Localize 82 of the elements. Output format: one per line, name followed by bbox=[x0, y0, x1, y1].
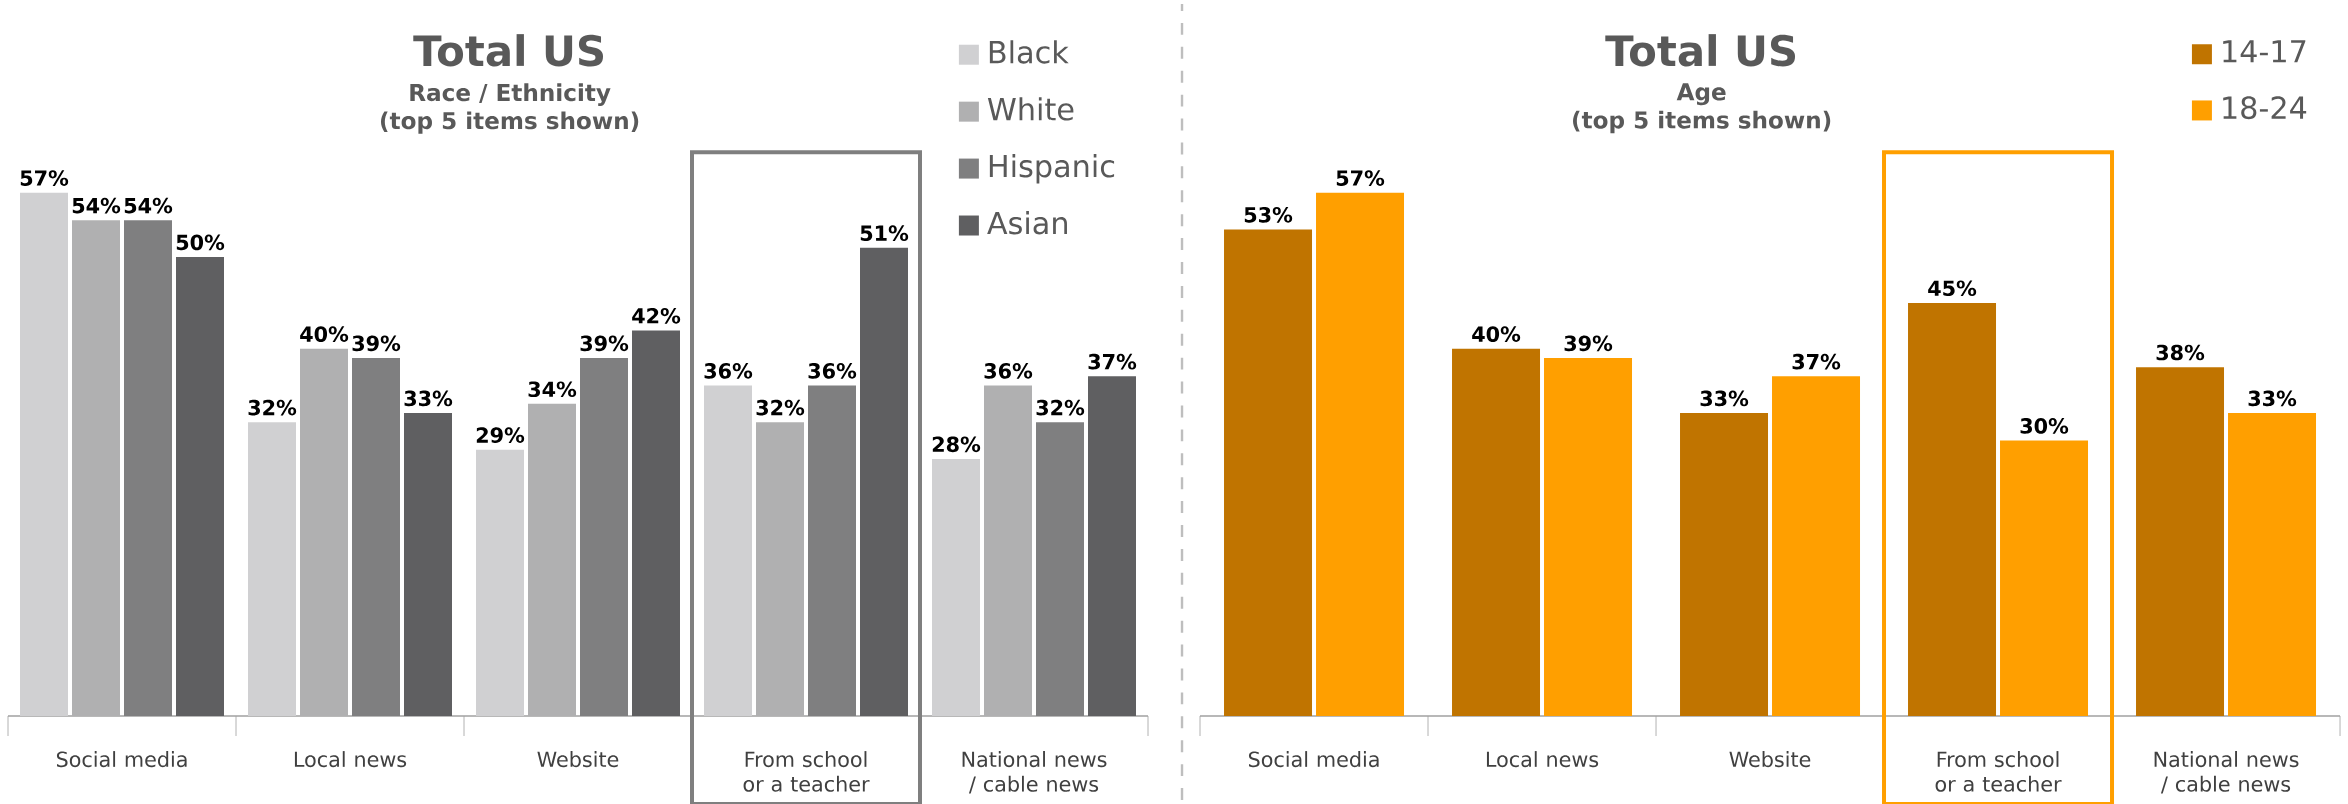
text: (top 5 items shown) bbox=[1573, 110, 1831, 134]
bar bbox=[352, 357, 400, 716]
legend-label: 14-17 bbox=[2223, 40, 2306, 63]
data-label: 57% bbox=[1336, 170, 1385, 186]
bar bbox=[860, 247, 908, 716]
legend-label: 18-24 bbox=[2223, 96, 2307, 120]
chart-subtitle: Race / Ethnicity bbox=[410, 83, 611, 106]
data-label: 32% bbox=[1036, 399, 1085, 416]
bar bbox=[2000, 440, 2089, 716]
data-label: 50% bbox=[176, 234, 225, 251]
data-label: 34% bbox=[528, 381, 577, 398]
data-label: 54% bbox=[72, 197, 121, 214]
data-label: 32% bbox=[248, 399, 297, 416]
x-tick-label: National news / cable news bbox=[962, 751, 1107, 794]
legend-label: Black bbox=[989, 40, 1069, 64]
data-label: 40% bbox=[1472, 326, 1521, 342]
chart-title: Total US bbox=[1605, 34, 1796, 67]
data-label: 36% bbox=[704, 363, 753, 379]
bar bbox=[300, 348, 348, 716]
bar bbox=[124, 220, 172, 716]
data-label: 37% bbox=[1792, 353, 1841, 370]
data-label: 30% bbox=[2020, 418, 2069, 434]
data-label: 39% bbox=[580, 335, 629, 352]
chart-subtitle: Age bbox=[1676, 83, 1726, 106]
data-label: 33% bbox=[2248, 390, 2297, 407]
legend-label: White bbox=[987, 97, 1074, 121]
bar bbox=[1088, 376, 1136, 716]
bar bbox=[20, 192, 68, 716]
data-label: 42% bbox=[632, 307, 681, 324]
data-label: 29% bbox=[476, 427, 525, 443]
bar bbox=[632, 330, 680, 716]
legend-label: Asian bbox=[987, 211, 1067, 235]
legend-label: Hispanic bbox=[989, 154, 1115, 184]
bar bbox=[72, 220, 120, 716]
data-label: 28% bbox=[932, 436, 981, 453]
data-label: 36% bbox=[984, 363, 1033, 379]
bar bbox=[932, 458, 980, 716]
bar bbox=[580, 357, 628, 716]
data-label: 51% bbox=[860, 225, 909, 241]
data-label: 54% bbox=[124, 197, 173, 214]
data-label: 36% bbox=[808, 363, 857, 379]
x-tick-label: Social media bbox=[1248, 751, 1379, 768]
data-label: 45% bbox=[1928, 280, 1977, 297]
data-label: 39% bbox=[352, 335, 401, 352]
bar bbox=[248, 422, 296, 716]
x-tick-label: Website bbox=[537, 751, 619, 768]
x-tick-label: From school or a teacher bbox=[743, 751, 870, 792]
data-label: 38% bbox=[2156, 344, 2205, 361]
bar bbox=[404, 413, 452, 716]
data-label: 37% bbox=[1088, 353, 1137, 370]
bar bbox=[808, 385, 856, 716]
bar bbox=[1772, 376, 1861, 716]
bar bbox=[704, 385, 752, 716]
data-label: 53% bbox=[1244, 206, 1293, 223]
chart-title: Total US bbox=[413, 34, 604, 67]
data-label: 57% bbox=[20, 170, 69, 186]
bar bbox=[1544, 357, 1633, 716]
x-tick-label: Local news bbox=[294, 751, 407, 768]
x-tick-label: Website bbox=[1729, 751, 1811, 768]
x-tick-label: National news / cable news bbox=[2154, 751, 2299, 794]
x-tick-label: Local news bbox=[1486, 751, 1599, 768]
bar bbox=[984, 385, 1032, 716]
bar bbox=[1316, 192, 1405, 716]
data-label: 39% bbox=[1564, 335, 1613, 352]
data-label: 33% bbox=[1700, 390, 1749, 407]
bar bbox=[176, 256, 224, 716]
bar bbox=[1036, 422, 1084, 716]
x-tick-label: Social media bbox=[56, 751, 187, 768]
text: (top 5 items shown) bbox=[381, 111, 639, 134]
bar bbox=[1224, 229, 1313, 716]
bar bbox=[476, 449, 524, 716]
x-tick-label: From school or a teacher bbox=[1935, 751, 2062, 792]
data-label: 40% bbox=[300, 326, 349, 342]
bar bbox=[1452, 348, 1541, 716]
bar bbox=[756, 422, 804, 716]
data-label: 32% bbox=[756, 399, 805, 416]
bar bbox=[1680, 413, 1769, 716]
bar bbox=[2228, 413, 2317, 716]
bar bbox=[528, 403, 576, 716]
bar bbox=[2136, 367, 2225, 716]
bar bbox=[1908, 302, 1997, 716]
data-label: 33% bbox=[404, 390, 453, 407]
